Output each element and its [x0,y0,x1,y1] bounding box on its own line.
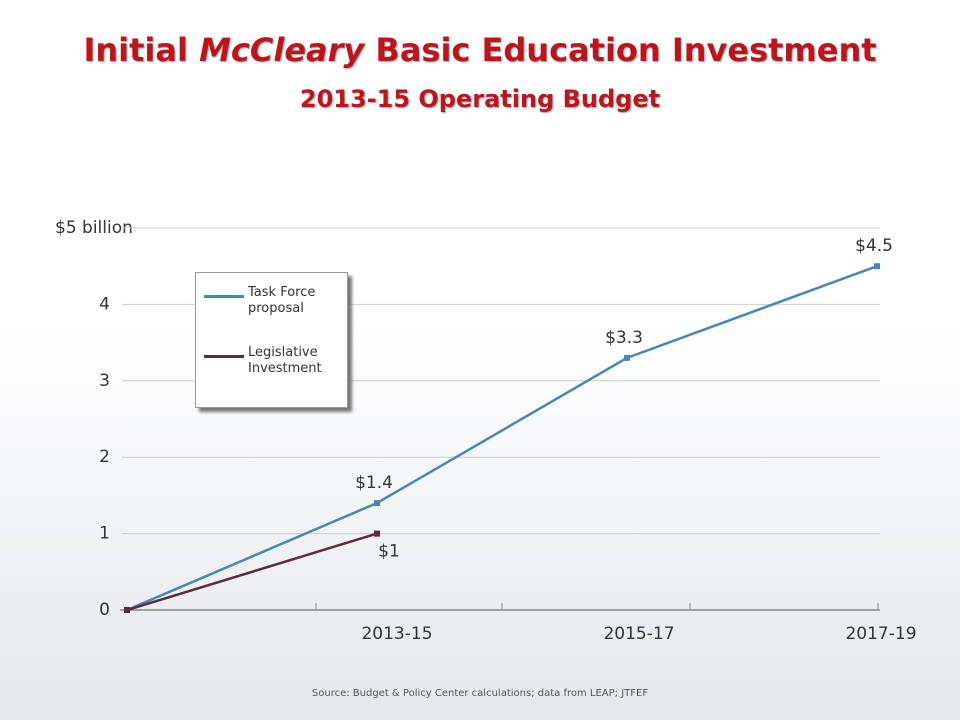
value-label: $1.4 [355,473,393,493]
value-label: $3.3 [605,328,643,348]
point [374,530,380,537]
x-tick-label: 2013-15 [361,624,432,644]
y-tick-label: $5 billion [55,218,133,238]
title-part: Initial [83,31,187,69]
point [374,500,380,507]
series-line [126,265,878,612]
point [124,607,130,613]
y-tick-label: 0 [99,600,110,620]
legend-label: Task Force proposal [248,285,316,316]
point [874,263,880,270]
point [624,354,630,361]
x-tick-label: 2015-17 [603,624,674,644]
y-tick-label: 4 [99,294,110,314]
title-part: Basic Education Investment [375,31,876,69]
y-tick-label: 3 [99,371,110,391]
value-label: $4.5 [855,236,893,256]
y-tick-label: 1 [99,524,110,544]
legend-swatch [204,355,244,358]
title-part: McCleary [199,31,365,69]
source: Source: Budget & Policy Center calculati… [312,688,648,699]
series-line [126,532,378,612]
title: Initial McCleary Basic Education Investm… [83,31,876,69]
subtitle: 2013-15 Operating Budget [300,85,660,113]
legend-swatch [204,295,244,298]
y-tick-label: 2 [99,447,110,467]
value-label: $1 [378,542,400,562]
legend: Task Force proposal Legislative Investmen… [195,272,348,408]
x-tick-label: 2017-19 [845,624,916,644]
legend-label: Legislative Investment [248,345,322,376]
